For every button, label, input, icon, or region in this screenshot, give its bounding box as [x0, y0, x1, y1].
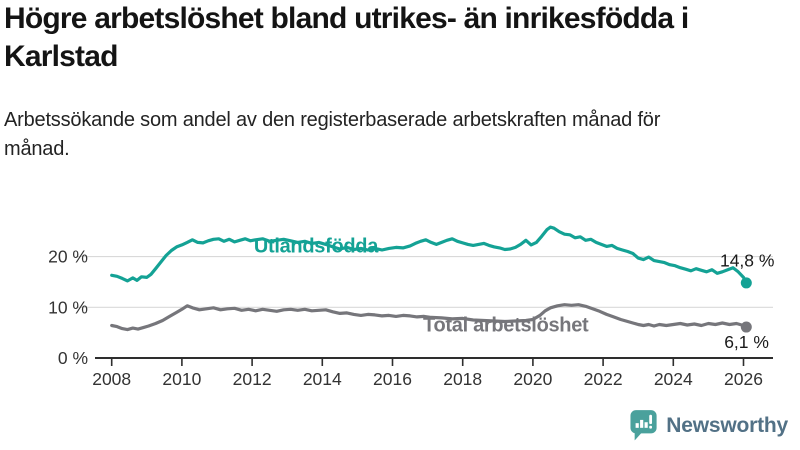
x-tick-label: 2020 [513, 369, 552, 389]
y-tick-label: 20 % [48, 247, 88, 267]
series-label-utlandsfodda: Utlandsfödda [254, 235, 379, 257]
x-tick-label: 2008 [92, 369, 131, 389]
x-tick-label: 2026 [724, 369, 763, 389]
page-title: Högre arbetslöshet bland utrikes- än inr… [4, 2, 689, 73]
newsworthy-logo: Newsworthy [630, 409, 788, 442]
series-end-dot-total [740, 321, 752, 333]
x-tick-label: 2022 [584, 369, 623, 389]
x-tick-label: 2014 [303, 369, 342, 389]
x-tick-label: 2016 [373, 369, 412, 389]
newsworthy-chart-bubble-icon [630, 410, 657, 441]
end-value-label-total: 6,1 % [724, 332, 769, 352]
y-tick-label: 0 % [58, 348, 88, 368]
x-tick-label: 2018 [443, 369, 482, 389]
series-line-total [110, 303, 748, 332]
series-line-utlandsfodda [110, 225, 748, 285]
series-label-total: Total arbetslöshet [423, 315, 589, 337]
end-value-label-utlandsfodda: 14,8 % [720, 251, 774, 271]
page-subtitle: Arbetssökande som andel av den registerb… [4, 109, 661, 160]
series-end-dot-utlandsfodda [740, 277, 752, 289]
brand-name: Newsworthy [666, 413, 788, 437]
x-tick-label: 2024 [654, 369, 693, 389]
y-tick-label: 10 % [48, 297, 88, 317]
x-tick-label: 2010 [162, 369, 201, 389]
x-tick-label: 2012 [233, 369, 272, 389]
